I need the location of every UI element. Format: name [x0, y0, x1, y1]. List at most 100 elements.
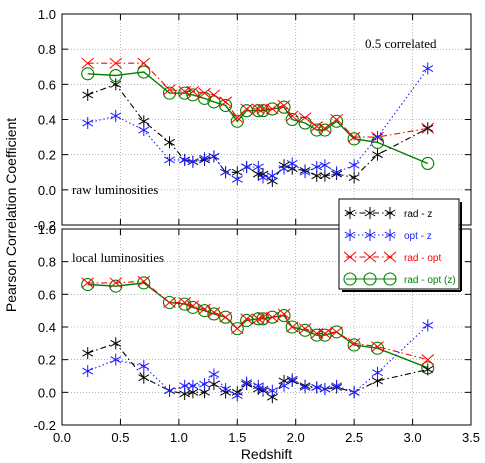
- data-point: [199, 378, 211, 391]
- data-point: [331, 166, 343, 179]
- data-point: [372, 148, 383, 161]
- data-point: [240, 313, 253, 325]
- legend-label: rad - z: [404, 209, 432, 220]
- data-point: [422, 319, 434, 332]
- data-point: [277, 99, 291, 111]
- legend-entry: rad - z: [344, 207, 432, 220]
- data-point: [179, 379, 191, 392]
- x-tick-label: 1.0: [170, 430, 188, 445]
- series-line: [87, 342, 428, 398]
- data-point: [299, 381, 311, 394]
- legend-entry: rad - opt: [343, 251, 441, 264]
- data-point: [207, 306, 221, 318]
- data-point: [230, 114, 244, 128]
- data-point: [230, 323, 244, 335]
- data-point: [186, 300, 200, 314]
- y-tick-label: 0.0: [38, 183, 56, 198]
- data-point: [198, 91, 212, 105]
- data-point: [310, 121, 324, 133]
- data-point: [109, 277, 123, 289]
- data-point: [251, 103, 265, 115]
- data-point: [278, 162, 290, 175]
- data-point: [347, 132, 361, 146]
- data-point: [162, 86, 177, 100]
- data-point: [163, 84, 176, 96]
- legend-marker: [344, 229, 356, 241]
- y-tick-label: 1.0: [38, 222, 56, 237]
- y-tick-label: 0.6: [38, 77, 56, 92]
- legend-entry: opt - z: [344, 229, 432, 242]
- data-point: [82, 117, 94, 130]
- data-point: [109, 279, 123, 293]
- data-point: [318, 328, 332, 340]
- y-tick-label: 0.8: [38, 255, 56, 270]
- legend-entry: rad - opt (z): [343, 272, 456, 286]
- data-point: [110, 78, 122, 91]
- y-tick-label: 0.8: [38, 42, 56, 57]
- panel-1: [61, 13, 472, 226]
- data-point: [371, 341, 384, 353]
- data-point: [319, 159, 331, 172]
- legend-marker: [364, 229, 376, 241]
- x-axis-title: Redshift: [241, 446, 292, 462]
- y-tick-label: 0.4: [38, 320, 56, 335]
- legend-marker: [344, 207, 356, 219]
- data-point: [422, 122, 434, 135]
- data-point: [186, 88, 200, 102]
- data-point: [298, 323, 312, 337]
- y-tick-label: 0.0: [38, 385, 56, 400]
- data-point: [164, 153, 175, 166]
- data-point: [231, 173, 243, 186]
- data-point: [110, 337, 122, 350]
- data-point: [422, 62, 434, 75]
- legend-marker: [383, 272, 397, 286]
- annotation-correlated: 0.5 correlated: [365, 36, 437, 51]
- data-point: [266, 103, 279, 115]
- data-point: [256, 312, 270, 326]
- data-point: [241, 160, 253, 173]
- data-point: [179, 153, 191, 166]
- data-point: [319, 383, 331, 396]
- data-point: [311, 160, 323, 173]
- data-point: [330, 114, 344, 128]
- data-point: [286, 373, 298, 386]
- y-tick-label: 0.2: [38, 148, 56, 163]
- data-point: [277, 308, 291, 320]
- data-point: [266, 311, 279, 323]
- legend-marker: [363, 251, 377, 263]
- y-tick-label: 0.2: [38, 353, 56, 368]
- y-tick-label: 0.6: [38, 287, 56, 302]
- data-point: [347, 131, 361, 143]
- data-point: [219, 98, 233, 112]
- data-point: [137, 57, 151, 69]
- data-point: [298, 116, 312, 130]
- y-tick-label: -0.2: [34, 218, 56, 233]
- legend-label: rad - opt: [404, 253, 441, 264]
- series-rad-opt: [81, 57, 435, 143]
- data-point: [138, 371, 150, 384]
- data-point: [298, 323, 312, 335]
- data-point: [311, 381, 323, 394]
- data-point: [109, 57, 123, 69]
- data-point: [330, 325, 344, 339]
- legend-marker: [343, 251, 357, 263]
- legend-label: rad - opt (z): [404, 275, 456, 286]
- data-point: [178, 297, 192, 308]
- data-point: [137, 276, 151, 290]
- data-point: [199, 152, 211, 165]
- data-point: [231, 389, 243, 402]
- data-point: [372, 131, 383, 144]
- x-tick-label: 0.0: [53, 430, 71, 445]
- legend-marker: [383, 251, 397, 263]
- legend-marker: [363, 272, 377, 286]
- legend-box: [338, 198, 460, 290]
- legend-marker: [343, 272, 357, 286]
- data-point: [187, 379, 199, 392]
- data-point: [81, 277, 95, 292]
- data-point: [240, 103, 253, 115]
- data-point: [81, 277, 95, 289]
- data-point: [138, 360, 150, 373]
- series-rad-opt: [81, 275, 435, 366]
- data-point: [207, 307, 221, 321]
- data-point: [286, 157, 298, 170]
